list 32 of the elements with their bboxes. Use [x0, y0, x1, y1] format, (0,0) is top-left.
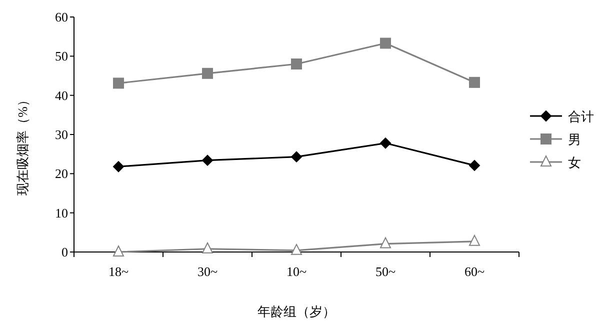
point — [291, 58, 302, 70]
point — [202, 154, 213, 166]
point — [380, 138, 391, 149]
y-tick-label: 60 — [55, 10, 68, 24]
point — [202, 68, 213, 79]
point — [469, 234, 480, 246]
point — [380, 38, 391, 49]
legend-label: 女 — [568, 155, 581, 170]
x-tick-label: 10~ — [286, 264, 307, 279]
y-tick-label: 30 — [55, 127, 68, 142]
point — [202, 242, 213, 254]
x-tick-label: 30~ — [197, 264, 218, 279]
y-tick-label: 20 — [55, 166, 68, 182]
y-axis-title: 现在吸烟率（%） — [15, 94, 30, 196]
point — [113, 78, 124, 89]
point — [113, 161, 124, 172]
point — [291, 151, 302, 162]
y-tick-label: 50 — [55, 48, 68, 64]
y-tick-label: 40 — [55, 88, 68, 103]
point — [380, 237, 391, 248]
x-axis-title: 年龄组（岁） — [258, 304, 336, 319]
legend-label: 男 — [568, 132, 581, 147]
point — [469, 160, 480, 171]
y-tick-label: 10 — [55, 205, 68, 220]
y-tick-label: 0 — [62, 244, 68, 260]
point — [469, 76, 480, 88]
x-tick-label: 60~ — [464, 264, 485, 279]
legend-label: 合计 — [568, 109, 594, 124]
x-tick-label: 18~ — [108, 264, 129, 279]
point — [113, 246, 124, 256]
x-tick-label: 50~ — [375, 264, 396, 279]
point — [291, 244, 302, 255]
